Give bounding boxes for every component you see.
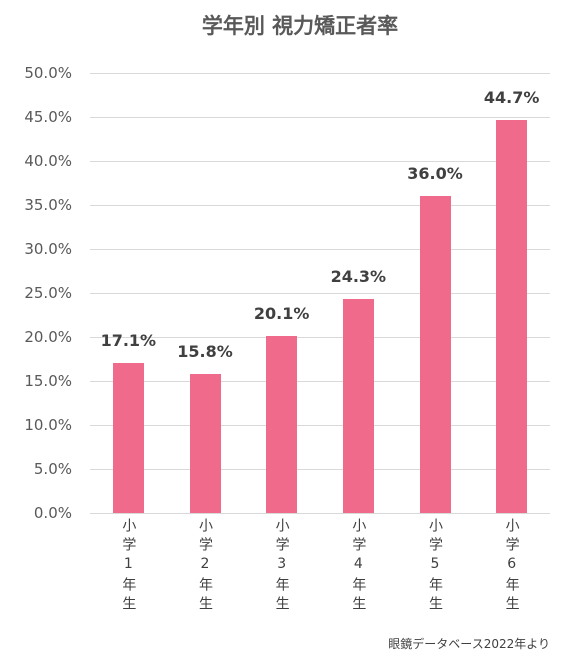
y-tick-label: 45.0% — [24, 108, 72, 126]
x-tick-label: 小学3年生 — [273, 518, 290, 615]
gridline — [90, 425, 550, 426]
bar — [342, 299, 374, 513]
chart-title: 学年別 視力矯正者率 — [201, 14, 399, 38]
bar — [112, 362, 144, 513]
x-tick-label: 小学5年生 — [427, 518, 443, 615]
gridline — [90, 161, 550, 162]
y-tick-label: 30.0% — [24, 240, 72, 258]
x-tick-label: 小学6年生 — [503, 518, 520, 615]
data-label: 44.7% — [483, 87, 540, 107]
data-label: 15.8% — [177, 341, 233, 361]
y-tick-label: 35.0% — [24, 196, 72, 214]
data-label: 20.1% — [253, 304, 310, 324]
gridline — [90, 117, 550, 118]
bar — [419, 196, 451, 513]
gridline — [90, 513, 550, 514]
y-tick-label: 15.0% — [24, 372, 72, 390]
data-label: 36.0% — [407, 164, 463, 184]
gridline — [90, 249, 550, 250]
gridline — [90, 293, 550, 294]
y-tick-label: 5.0% — [33, 460, 72, 478]
bar — [496, 119, 528, 513]
y-tick-label: 25.0% — [24, 284, 72, 302]
x-tick-label: 小学4年生 — [350, 518, 367, 615]
data-label: 24.3% — [330, 267, 387, 287]
bar — [266, 336, 298, 513]
gridline — [90, 205, 550, 206]
bar — [189, 373, 221, 513]
gridline — [90, 73, 550, 74]
y-tick-label: 20.0% — [24, 328, 72, 346]
gridline — [90, 469, 550, 470]
data-label: 17.1% — [100, 330, 157, 350]
gridline — [90, 337, 550, 338]
y-tick-label: 0.0% — [33, 504, 72, 522]
y-tick-label: 40.0% — [24, 152, 72, 170]
y-tick-label: 50.0% — [24, 64, 72, 82]
x-tick-label: 小学1年生 — [120, 518, 137, 615]
x-tick-label: 小学2年生 — [197, 518, 213, 615]
y-tick-label: 10.0% — [24, 416, 72, 434]
gridline — [90, 381, 550, 382]
source-note: 眼鏡データベース2022年より — [388, 637, 550, 651]
